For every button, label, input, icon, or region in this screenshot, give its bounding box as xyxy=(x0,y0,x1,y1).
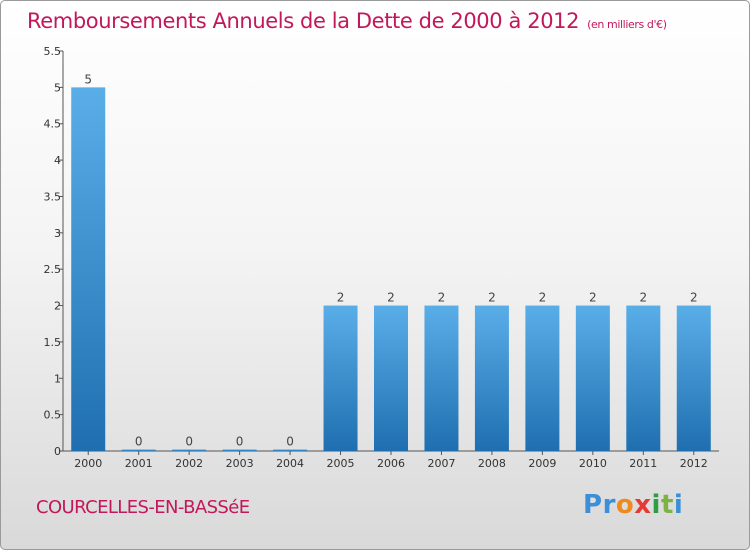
chart-title: Remboursements Annuels de la Dette de 20… xyxy=(27,9,667,33)
bar xyxy=(474,305,509,451)
x-tick-label: 2000 xyxy=(74,457,102,470)
bars xyxy=(71,87,711,451)
y-tick-label: 4 xyxy=(54,154,61,167)
bar xyxy=(273,449,308,451)
bar-value-label: 2 xyxy=(387,291,395,305)
bar-value-label: 0 xyxy=(185,435,193,449)
bar xyxy=(374,305,408,451)
x-tick-label: 2007 xyxy=(427,457,455,470)
x-tick-label: 2011 xyxy=(629,457,657,470)
bar-value-label: 2 xyxy=(539,291,547,305)
logo-letter: i xyxy=(651,490,661,520)
y-tick-label: 5.5 xyxy=(44,45,62,58)
y-tick-label: 3 xyxy=(54,227,61,240)
bar-value-label: 2 xyxy=(488,291,496,305)
bar xyxy=(676,305,711,451)
y-tick-label: 5 xyxy=(54,81,61,94)
logo-letter: i xyxy=(673,490,684,520)
logo-letter: r xyxy=(602,490,616,520)
y-tick-label: 0 xyxy=(54,445,61,458)
logo-letter: t xyxy=(660,490,674,520)
x-tick-label: 2009 xyxy=(528,457,556,470)
bar xyxy=(626,305,661,451)
bar xyxy=(575,305,610,451)
x-tick-label: 2004 xyxy=(276,457,304,470)
bar-value-label: 2 xyxy=(690,291,698,305)
x-tick-label: 2012 xyxy=(680,457,708,470)
logo-letter: P xyxy=(583,490,603,520)
y-tick-label: 1.5 xyxy=(44,336,62,349)
x-tick-label: 2005 xyxy=(327,457,355,470)
bar xyxy=(71,87,106,451)
bar-value-label: 0 xyxy=(236,435,244,449)
bar-value-label: 2 xyxy=(337,291,345,305)
bar xyxy=(172,449,207,451)
bar-value-label: 2 xyxy=(639,291,647,305)
bar-value-label: 0 xyxy=(135,435,143,449)
bar xyxy=(424,305,459,451)
logo-letter: o xyxy=(615,490,635,520)
bar-value-label: 0 xyxy=(286,435,294,449)
bar xyxy=(121,449,156,451)
bar xyxy=(525,305,560,451)
x-tick-label: 2003 xyxy=(226,457,254,470)
commune-name: COURCELLES-EN-BASSéE xyxy=(36,497,250,518)
bar xyxy=(323,305,358,451)
x-tick-label: 2006 xyxy=(377,457,405,470)
y-tick-label: 4.5 xyxy=(44,118,62,131)
bar-value-label: 2 xyxy=(589,291,597,305)
bar-value-label: 5 xyxy=(84,72,92,86)
x-tick-label: 2001 xyxy=(125,457,153,470)
chart-title-text: Remboursements Annuels de la Dette de 20… xyxy=(27,9,580,33)
y-tick-label: 2.5 xyxy=(44,263,62,276)
value-labels: 5 0 0 0 0 2 2 2 2 2 2 2 2 xyxy=(84,72,697,448)
bar-value-label: 2 xyxy=(438,291,446,305)
x-tick-label: 2002 xyxy=(175,457,203,470)
y-tick-label: 0.5 xyxy=(44,409,62,422)
y-tick-label: 3.5 xyxy=(44,190,62,203)
x-tick-label: 2008 xyxy=(478,457,506,470)
unit-note: (en milliers d'€) xyxy=(587,18,667,31)
y-tick-label: 2 xyxy=(54,300,61,313)
x-tick-label: 2010 xyxy=(579,457,607,470)
proxiti-logo: Proxiti xyxy=(583,490,683,520)
logo-letter: x xyxy=(634,490,652,520)
y-tick-label: 1 xyxy=(54,372,61,385)
bar xyxy=(222,449,257,451)
